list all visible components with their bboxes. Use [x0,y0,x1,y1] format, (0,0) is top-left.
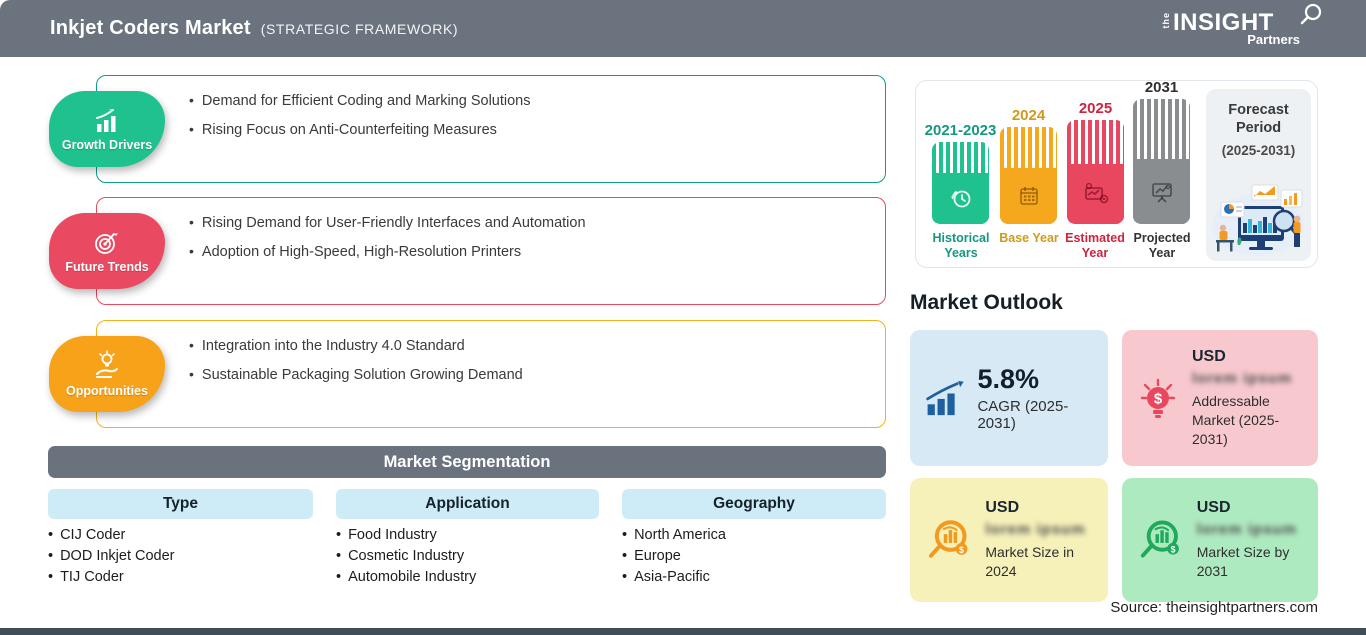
currency-label: USD [1196,499,1231,516]
list-item: Asia-Pacific [622,567,726,588]
redacted-market-value: lorem ipsum [1196,521,1297,538]
trends-bullet: Rising Demand for User-Friendly Interfac… [189,215,586,231]
market-outlook-heading: Market Outlook [910,291,1063,314]
forecast-line2: Period [1235,120,1282,136]
base-year-bar: 2024 [1000,107,1057,224]
source-attribution: Source: theinsightpartners.com [1110,599,1318,616]
currency-label: USD [985,499,1020,516]
addressable-market-card: $ USD lorem ipsum Addressable Market (20… [1122,330,1318,466]
opportunities-bullet: Integration into the Industry 4.0 Standa… [189,338,523,354]
forecast-line1: Forecast [1228,102,1289,118]
segment-header-geography: Geography [622,489,886,519]
hand-bulb-icon [96,350,118,378]
redacted-market-value: lorem ipsum [1192,369,1293,387]
report-subtitle: (STRATEGIC FRAMEWORK) [260,21,459,37]
header-bar: Inkjet Coders Market (STRATEGIC FRAMEWOR… [0,0,1366,57]
estimated-year-label: Estimated Year [1065,231,1125,260]
forecast-range: (2025-2031) [1221,143,1296,158]
market-segmentation-bar: Market Segmentation [48,446,886,478]
currency-label: USD [1192,347,1226,365]
magnifier-chart-orange-icon: $ [928,520,968,558]
estimate-chart-icon [1084,182,1108,204]
analysts-illustration [1212,184,1304,256]
year-label: 2024 [1011,107,1046,124]
badge-label: Future Trends [65,260,149,274]
growth-bullet: Rising Focus on Anti-Counterfeiting Meas… [189,122,531,138]
growth-drivers-box: Growth Drivers Demand for Efficient Codi… [49,75,886,183]
badge-label: Opportunities [66,384,148,398]
forecast-period-panel: Forecast Period (2025-2031) [1206,89,1311,261]
cagr-value: 5.8% [977,364,1040,394]
future-trends-box: Future Trends Rising Demand for User-Fri… [49,197,886,305]
dollar-bulb-icon: $ [1140,378,1176,418]
trends-bullet: Adoption of High-Speed, High-Resolution … [189,244,586,260]
badge-label: Growth Drivers [61,138,153,152]
insight-partners-logo: the INSIGHT Partners [1161,3,1322,49]
projection-screen-icon [1151,182,1172,203]
cagr-label: CAGR (2025-2031) [977,398,1069,432]
historical-years-label: Historical Years [932,231,990,260]
cagr-card: 5.8% CAGR (2025-2031) [910,330,1108,466]
svg-text:$: $ [1171,545,1176,555]
estimated-year-bar: 2025 [1067,100,1124,224]
geography-list: North America Europe Asia-Pacific [622,525,726,588]
application-list: Food Industry Cosmetic Industry Automobi… [336,525,476,588]
bottom-accent-bar [0,628,1366,635]
year-label: 2021-2023 [924,122,997,139]
segment-header-type: Type [48,489,313,519]
segment-header-application: Application [336,489,599,519]
opportunities-box: Opportunities Integration into the Indus… [49,320,886,428]
svg-text:$: $ [1154,391,1163,408]
list-item: Food Industry [336,525,476,546]
year-label: 2025 [1078,100,1113,117]
growth-chart-icon [96,109,116,132]
market-size-2031-card: $ USD lorem ipsum Market Size by 2031 [1122,478,1318,602]
calendar-icon [1019,186,1038,205]
logo-the-text: the [1161,12,1171,29]
card-label: Market Size in 2024 [985,544,1075,579]
projected-year-label: Projected Year [1133,231,1191,260]
logo-partners-text: Partners [1247,32,1300,47]
opportunities-bullet: Sustainable Packaging Solution Growing D… [189,367,523,383]
magnifier-lens-icon [1300,3,1322,25]
svg-text:$: $ [959,545,964,555]
bar-chart-arrow-icon [926,380,964,416]
future-trends-badge: Future Trends [49,213,165,289]
clock-history-icon [950,190,970,207]
historical-years-bar: 2021-2023 [925,122,996,224]
list-item: Europe [622,546,726,567]
redacted-market-value: lorem ipsum [985,521,1086,538]
type-list: CIJ Coder DOD Inkjet Coder TIJ Coder [48,525,175,588]
card-label: Addressable Market (2025-2031) [1192,392,1280,447]
growth-bullet: Demand for Efficient Coding and Marking … [189,93,531,109]
card-label: Market Size by 2031 [1196,544,1290,579]
page-title: Inkjet Coders Market (STRATEGIC FRAMEWOR… [50,17,458,40]
base-year-label: Base Year [999,231,1059,245]
year-label: 2031 [1144,79,1179,96]
magnifier-chart-green-icon: $ [1140,520,1179,558]
report-title: Inkjet Coders Market [50,17,251,39]
list-item: Automobile Industry [336,567,476,588]
list-item: DOD Inkjet Coder [48,546,174,567]
market-size-2024-card: $ USD lorem ipsum Market Size in 2024 [910,478,1108,602]
list-item: CIJ Coder [48,525,175,546]
research-timeline-card: 2021-2023 2024 [915,79,1318,268]
list-item: TIJ Coder [48,567,175,588]
projected-year-bar: 2031 [1133,79,1190,224]
segmentation-title: Market Segmentation [383,452,551,471]
list-item: Cosmetic Industry [336,546,476,567]
list-item: North America [622,525,726,546]
logo-insight-text: INSIGHT [1173,9,1274,36]
target-dart-icon [95,233,118,254]
opportunities-badge: Opportunities [49,336,165,412]
growth-drivers-badge: Growth Drivers [49,91,165,167]
